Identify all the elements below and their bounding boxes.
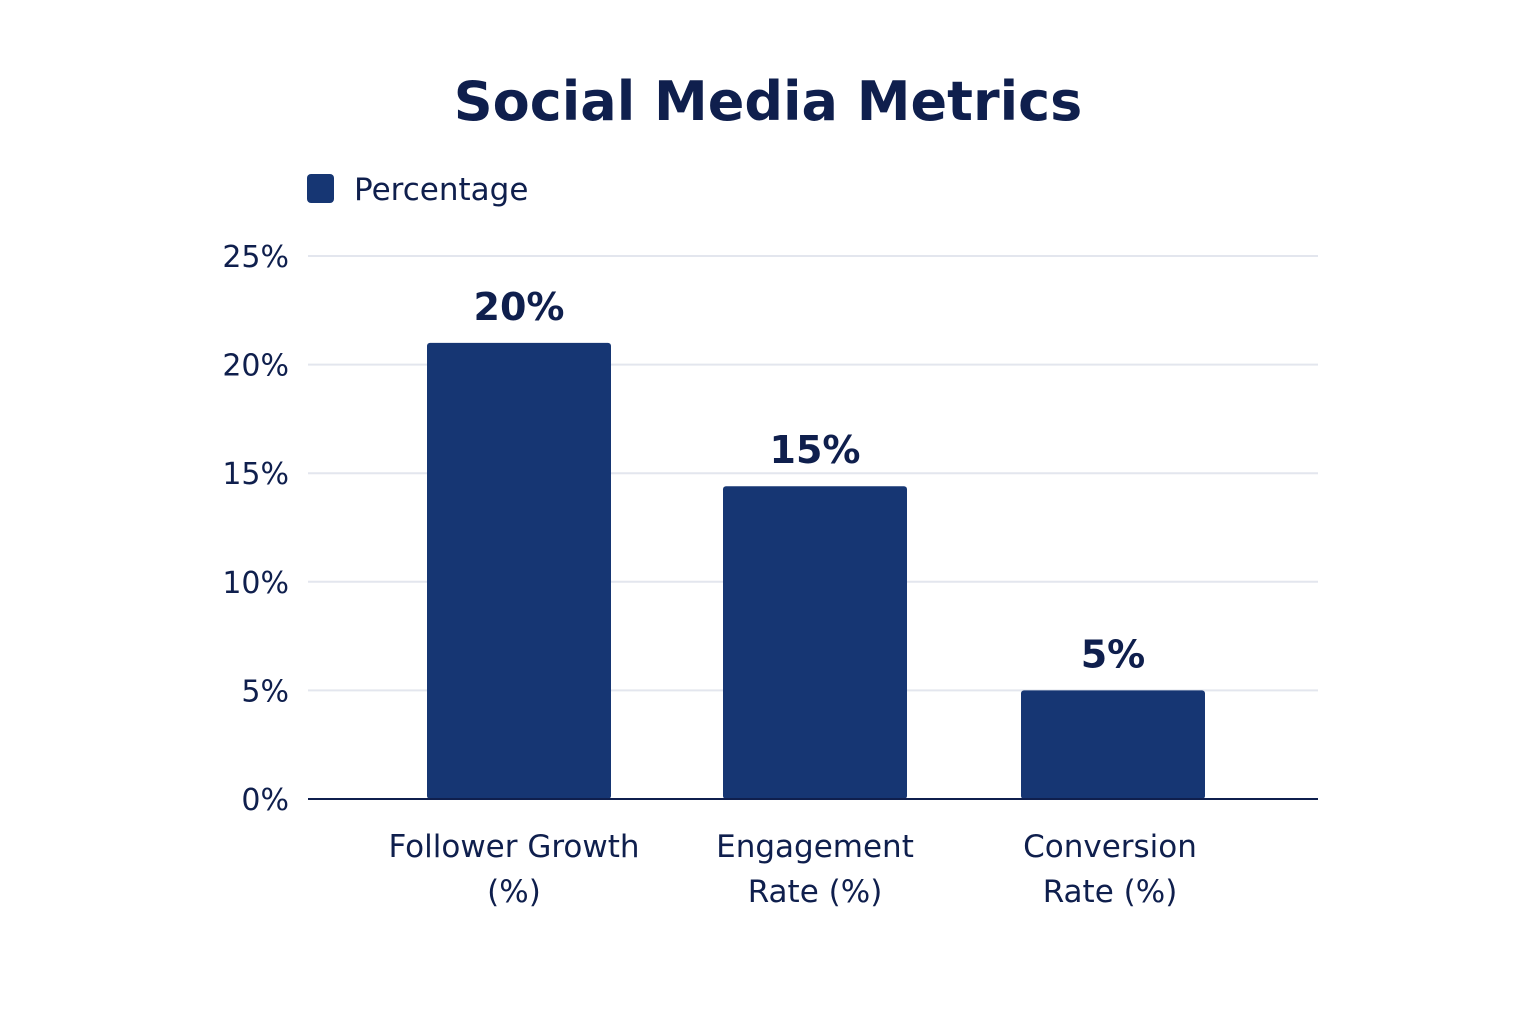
x-tick-label-line: Conversion — [1023, 829, 1197, 865]
y-tick-label: 10% — [222, 566, 289, 601]
x-tick-label-line: (%) — [487, 874, 541, 910]
x-tick-label: Conversion Rate (%) — [1023, 829, 1197, 910]
x-tick-label-line: Rate (%) — [748, 874, 883, 910]
legend: Percentage — [307, 172, 528, 208]
bar — [1021, 690, 1205, 799]
data-label: 20% — [474, 285, 565, 329]
x-tick-label: Engagement Rate (%) — [716, 829, 914, 910]
bar — [427, 342, 611, 799]
chart-title: Social Media Metrics — [454, 70, 1083, 133]
y-tick-label: 15% — [222, 457, 289, 492]
data-labels: 20% 15% 5% — [474, 285, 1146, 677]
y-tick-label: 25% — [222, 240, 289, 275]
y-tick-label: 20% — [222, 349, 289, 384]
y-tick-label: 0% — [241, 783, 289, 818]
data-label: 15% — [770, 428, 861, 472]
x-tick-label-line: Rate (%) — [1043, 874, 1178, 910]
x-tick-label-line: Follower Growth — [388, 829, 639, 865]
x-axis: Follower Growth (%)Engagement Rate (%)Conv… — [388, 829, 1196, 910]
bar — [723, 486, 907, 799]
x-tick-label-line: Engagement — [716, 829, 914, 865]
y-axis: 0% 5% 10% 15% 20% 25% — [222, 240, 289, 818]
data-label: 5% — [1081, 632, 1146, 676]
legend-label: Percentage — [354, 172, 528, 208]
legend-swatch — [307, 174, 334, 203]
x-tick-label: Follower Growth (%) — [388, 829, 639, 910]
bars — [427, 342, 1205, 799]
y-tick-label: 5% — [241, 674, 289, 709]
